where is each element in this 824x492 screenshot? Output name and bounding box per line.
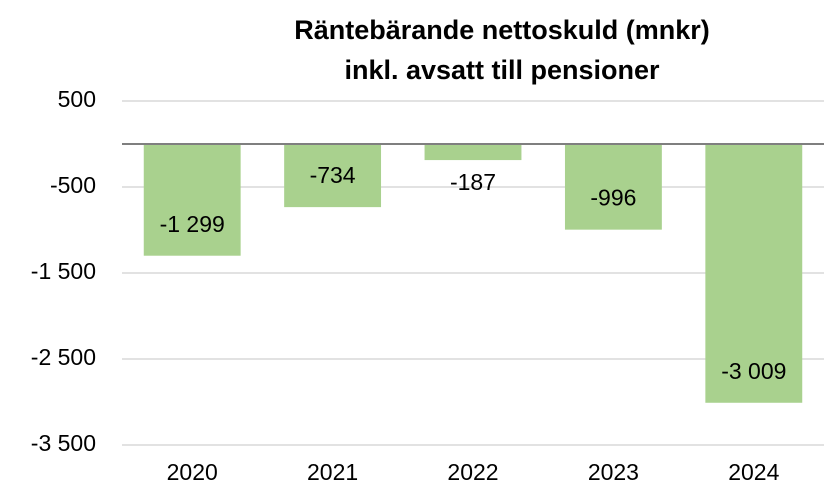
- x-tick-label: 2020: [167, 459, 218, 485]
- x-tick-label: 2024: [728, 459, 779, 485]
- bar: [564, 144, 662, 230]
- y-tick-label: 500: [58, 86, 96, 112]
- value-label: -734: [310, 162, 356, 188]
- bar: [424, 144, 522, 161]
- value-label: -1 299: [160, 211, 225, 237]
- value-label: -3 009: [721, 358, 786, 384]
- chart-title: inkl. avsatt till pensioner: [344, 55, 660, 85]
- bar: [705, 144, 803, 403]
- value-label: -187: [450, 169, 496, 195]
- y-tick-label: -500: [50, 172, 96, 198]
- x-tick-label: 2023: [588, 459, 639, 485]
- bar: [284, 144, 382, 208]
- x-tick-label: 2022: [447, 459, 498, 485]
- y-tick-label: -3 500: [31, 430, 96, 456]
- value-label: -996: [590, 185, 636, 211]
- chart-title: Räntebärande nettoskuld (mnkr): [294, 15, 710, 45]
- bar: [143, 144, 241, 256]
- x-tick-label: 2021: [307, 459, 358, 485]
- y-tick-label: -1 500: [31, 258, 96, 284]
- y-tick-label: -2 500: [31, 344, 96, 370]
